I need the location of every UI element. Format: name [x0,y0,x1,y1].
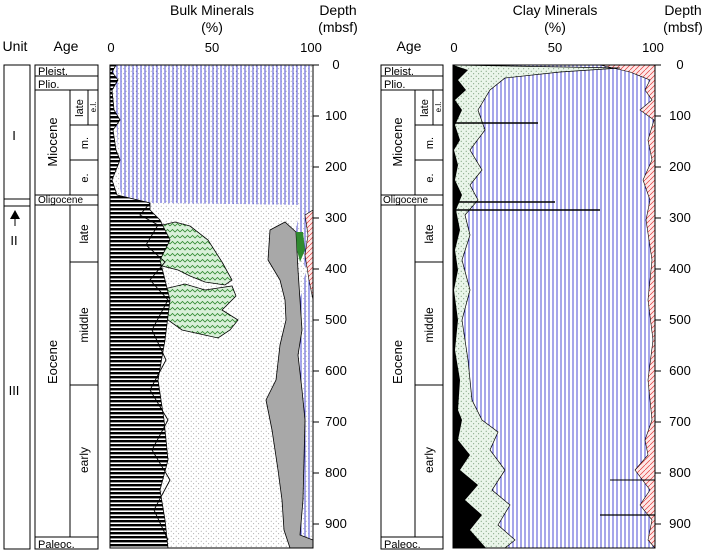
depth-right-600: 600 [669,363,691,378]
age-miocene-e-left: e. [79,173,91,182]
depth-right-800: 800 [669,465,691,480]
age-eocene-middle-left: middle [77,307,91,343]
clay-frame [452,64,656,549]
unit-column: I II III [3,64,31,550]
depth-unit-left: (mbsf) [318,19,358,35]
depth-left-300: 300 [325,210,347,225]
clay-stipple-zone [453,65,621,548]
age-miocene-left: Miocene [45,117,60,166]
depth-left-500: 500 [325,312,347,327]
depth-right-500: 500 [669,312,691,327]
age-eocene-middle-right: middle [422,307,436,343]
depth-axis-left [312,64,319,548]
depth-right-700: 700 [669,414,691,429]
age-pleist-left: Pleist. [38,66,68,78]
bulk-red-strip [304,209,313,301]
depth-left-700: 700 [325,414,347,429]
unit-boundary-arrow-icon [10,210,20,219]
depth-unit-right: (mbsf) [663,19,703,35]
depth-left-900: 900 [325,516,347,531]
unit-II: II [10,233,17,248]
unit-III: III [9,383,20,398]
bulk-blue-area [112,65,313,540]
age-oligocene-left: Oligocene [38,195,83,206]
clay-tick-50: 50 [548,40,562,55]
clay-tick-100: 100 [642,40,664,55]
age-column-right [380,64,444,550]
bulk-black-profile [110,65,171,548]
unit-I: I [12,128,16,143]
age-column-left [34,64,99,550]
age-miocene-el-right: e.l. [434,102,443,113]
depth-left-600: 600 [325,363,347,378]
age-eocene-right: Eocene [390,340,405,384]
depth-right-300: 300 [669,210,691,225]
age-oligocene-right: Oligocene [383,195,428,206]
age-miocene-el-left: e.l. [89,102,98,113]
age-paleoc-right: Paleoc. [384,539,421,551]
clay-black-profile [453,65,486,548]
age-miocene-right: Miocene [390,117,405,166]
age-eocene-late-right: late [422,224,436,244]
depth-axis-right [655,64,661,525]
age-miocene-m-left: m. [79,137,91,149]
depth-right-400: 400 [669,261,691,276]
bulk-green-strip [296,232,305,262]
depth-right-900: 900 [669,516,691,531]
depth-right-200: 200 [669,159,691,174]
age-plio-left: Plio. [38,79,59,91]
depth-left-200: 200 [325,159,347,174]
age-eocene-early-left: early [77,447,91,473]
bulk-tick-100: 100 [300,40,322,55]
age-eocene-late-left: late [77,224,91,244]
depth-title-left: Depth [319,2,356,18]
bulk-green-zigzag-2 [159,283,239,339]
bulk-tick-0: 0 [107,40,114,55]
clay-title: Clay Minerals [513,2,598,18]
clay-tick-0: 0 [450,40,457,55]
age-eocene-early-right: early [422,447,436,473]
age-pleist-right: Pleist. [384,66,414,78]
depth-left-100: 100 [325,108,347,123]
age-header-right: Age [397,38,422,54]
age-miocene-m-right: m. [424,137,436,149]
depth-left-400: 400 [325,261,347,276]
age-header-left: Age [54,38,79,54]
bulk-unit: (%) [201,19,223,35]
depth-title-right: Depth [664,2,701,18]
age-miocene-late-left: late [74,99,86,117]
depth-left-0: 0 [332,57,339,72]
age-eocene-left: Eocene [45,340,60,384]
bulk-title: Bulk Minerals [170,2,254,18]
age-paleoc-left: Paleoc. [38,539,75,551]
bulk-tick-50: 50 [205,40,219,55]
depth-right-0: 0 [676,57,683,72]
clay-unit: (%) [544,19,566,35]
clay-minerals-panel [453,65,655,548]
bulk-minerals-panel [110,65,313,548]
depth-right-100: 100 [669,108,691,123]
unit-header: Unit [3,38,28,54]
age-miocene-e-right: e. [424,173,436,182]
depth-left-800: 800 [325,465,347,480]
age-plio-right: Plio. [384,79,405,91]
age-miocene-late-right: late [419,99,431,117]
bulk-gray-band [265,221,313,548]
